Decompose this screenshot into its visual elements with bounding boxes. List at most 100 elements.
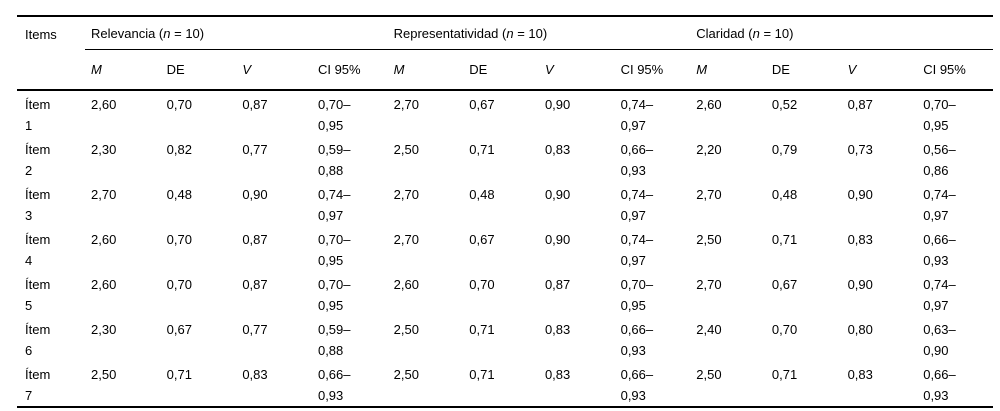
value-cell: 0,90 [544, 97, 571, 112]
value-cell: 0,71 [166, 367, 192, 382]
value-cell: 0,67 [166, 322, 192, 337]
col-header-ci-claridad: CI 95% [917, 49, 993, 91]
table-row: Ítem 7 2,50 0,71 0,83 0,66– 0,93 2,50 0,71 0,83… [17, 361, 993, 407]
value-cell: 0,71 [469, 322, 495, 337]
item-label-cell: Ítem 1 [25, 97, 51, 133]
value-cell: 2,60 [91, 277, 117, 292]
col-header-ci-representatividad: CI 95% [614, 49, 691, 91]
value-cell: 0,71 [771, 367, 798, 382]
value-cell: 0,74– 0,97 [923, 187, 956, 223]
value-cell: 0,70– 0,95 [317, 97, 351, 133]
item-label-cell: Ítem 4 [25, 232, 51, 268]
value-cell: 0,70– 0,95 [620, 277, 654, 313]
group-header-claridad: Claridad (n = 10) [690, 16, 993, 50]
table-body: Ítem 1 2,60 0,70 0,87 0,70– 0,95 2,70 0,67 0,90… [17, 90, 993, 407]
value-cell: 0,70 [166, 232, 192, 247]
subheader-row: M DE V CI 95% M DE V CI 95% M DE V CI 95… [17, 49, 993, 91]
col-header-v-representatividad: V [538, 49, 615, 91]
value-cell: 0,66– 0,93 [923, 232, 956, 268]
value-cell: 2,50 [393, 142, 419, 157]
value-cell: 0,70 [771, 322, 798, 337]
value-cell: 2,50 [393, 322, 419, 337]
value-cell: 0,70 [166, 97, 192, 112]
value-cell: 2,50 [91, 367, 117, 382]
value-cell: 0,71 [469, 367, 495, 382]
item-label-cell: Ítem 6 [25, 322, 51, 358]
value-cell: 0,77 [242, 142, 268, 157]
value-cell: 0,83 [847, 367, 873, 382]
value-cell: 0,48 [469, 187, 495, 202]
group-label-count: = 10) [170, 25, 205, 41]
value-cell: 0,48 [771, 187, 798, 202]
group-label-text: Representatividad ( [393, 25, 507, 41]
value-cell: 0,74– 0,97 [923, 277, 956, 313]
value-cell: 0,80 [847, 322, 873, 337]
value-cell: 2,70 [696, 277, 722, 292]
col-header-m-representatividad: M [387, 49, 464, 91]
group-header-representatividad: Representatividad (n = 10) [387, 16, 691, 50]
group-header-row: Items Relevancia (n = 10) Representativi… [17, 16, 993, 91]
value-cell: 0,48 [166, 187, 192, 202]
value-cell: 0,73 [847, 142, 873, 157]
group-label-count: = 10) [513, 25, 548, 41]
value-cell: 0,71 [771, 232, 798, 247]
value-cell: 0,59– 0,88 [317, 322, 351, 358]
table-row: Ítem 6 2,30 0,67 0,77 0,59– 0,88 2,50 0,71 0,83… [17, 316, 993, 361]
value-cell: 2,60 [91, 97, 117, 112]
col-header-m-claridad: M [690, 49, 766, 91]
table-row: Ítem 4 2,60 0,70 0,87 0,70– 0,95 2,70 0,67 0,90… [17, 226, 993, 271]
table-row: Ítem 1 2,60 0,70 0,87 0,70– 0,95 2,70 0,67 0,90… [17, 90, 993, 136]
value-cell: 2,60 [393, 277, 419, 292]
group-label-count: = 10) [759, 25, 794, 41]
value-cell: 0,87 [242, 97, 268, 112]
value-cell: 0,82 [166, 142, 192, 157]
items-column-header: Items [17, 16, 85, 91]
item-label-cell: Ítem 3 [25, 187, 51, 223]
value-cell: 0,71 [469, 142, 495, 157]
value-cell: 2,60 [91, 232, 117, 247]
value-cell: 2,40 [696, 322, 722, 337]
value-cell: 0,74– 0,97 [317, 187, 351, 223]
value-cell: 0,83 [242, 367, 268, 382]
value-cell: 0,74– 0,97 [620, 232, 654, 268]
value-cell: 0,66– 0,93 [620, 322, 654, 358]
value-cell: 2,50 [696, 232, 722, 247]
value-cell: 0,67 [469, 232, 495, 247]
value-cell: 0,66– 0,93 [317, 367, 351, 403]
value-cell: 0,70– 0,95 [317, 277, 351, 313]
col-header-ci-relevancia: CI 95% [311, 49, 388, 91]
item-label-cell: Ítem 2 [25, 142, 51, 178]
table-row: Ítem 5 2,60 0,70 0,87 0,70– 0,95 2,60 0,70 0,87… [17, 271, 993, 316]
value-cell: 2,70 [393, 187, 419, 202]
group-label-text: Claridad ( [696, 25, 753, 41]
value-cell: 2,70 [91, 187, 117, 202]
value-cell: 0,90 [242, 187, 268, 202]
value-cell: 0,77 [242, 322, 268, 337]
col-header-m-relevancia: M [85, 49, 161, 91]
value-cell: 2,70 [696, 187, 722, 202]
value-cell: 0,66– 0,93 [620, 367, 654, 403]
value-cell: 2,30 [91, 322, 117, 337]
col-header-v-relevancia: V [236, 49, 312, 91]
value-cell: 2,30 [91, 142, 117, 157]
col-header-v-claridad: V [841, 49, 918, 91]
value-cell: 0,83 [847, 232, 873, 247]
value-cell: 0,90 [847, 187, 873, 202]
value-cell: 0,74– 0,97 [620, 187, 654, 223]
value-cell: 0,87 [242, 277, 268, 292]
item-label-cell: Ítem 7 [25, 367, 51, 403]
value-cell: 2,70 [393, 232, 419, 247]
col-header-de-relevancia: DE [160, 49, 237, 91]
value-cell: 0,70 [469, 277, 495, 292]
value-cell: 0,66– 0,93 [923, 367, 956, 403]
value-cell: 0,74– 0,97 [620, 97, 654, 133]
value-cell: 0,87 [242, 232, 268, 247]
value-cell: 2,50 [696, 367, 722, 382]
value-cell: 0,90 [544, 232, 571, 247]
item-label-cell: Ítem 5 [25, 277, 51, 313]
group-label-n: n [752, 25, 760, 41]
value-cell: 0,90 [847, 277, 873, 292]
value-cell: 0,70– 0,95 [317, 232, 351, 268]
value-cell: 0,87 [847, 97, 873, 112]
